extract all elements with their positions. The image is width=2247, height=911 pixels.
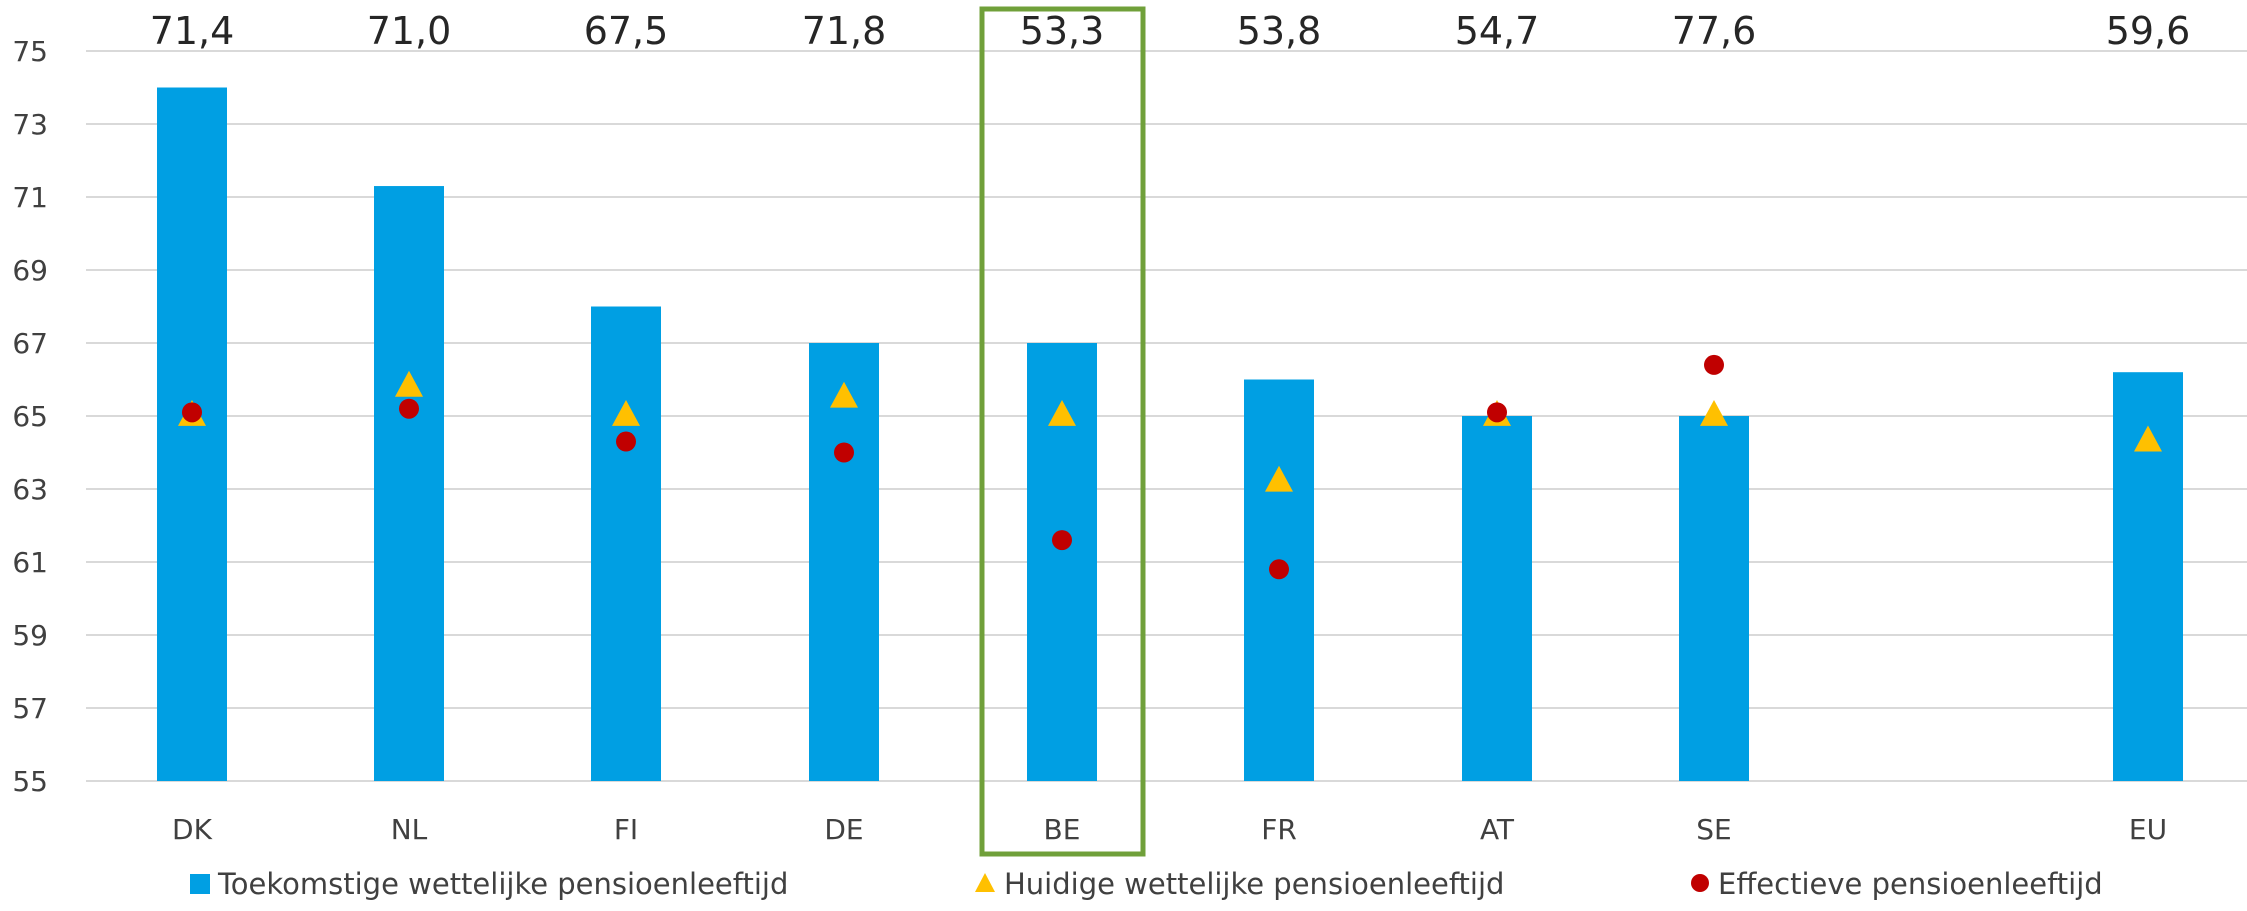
- triangle-marker-se: [1700, 400, 1728, 426]
- bar-de: [809, 343, 879, 781]
- top-value-label: 54,7: [1455, 9, 1540, 53]
- bar-nl: [374, 186, 444, 782]
- x-tick-label: BE: [1044, 813, 1081, 846]
- grid-layer: [86, 50, 2247, 782]
- x-axis-labels: DK NL FI DE BE FR AT SE EU: [172, 813, 2167, 846]
- x-tick-label: DE: [824, 813, 863, 846]
- y-tick-label: 75: [12, 35, 48, 68]
- y-tick-label: 63: [12, 473, 48, 506]
- legend-circle-icon: [1691, 874, 1709, 892]
- y-tick-label: 71: [12, 181, 48, 214]
- x-tick-label: DK: [172, 813, 213, 846]
- x-tick-label: FI: [614, 813, 638, 846]
- triangle-marker-nl: [395, 370, 423, 397]
- legend-label: Huidige wettelijke pensioenleeftijd: [1004, 867, 1504, 901]
- y-tick-label: 69: [12, 254, 48, 287]
- x-tick-label: EU: [2129, 813, 2167, 846]
- marker-layer: [178, 354, 2162, 580]
- legend-label: Effectieve pensioenleeftijd: [1718, 867, 2103, 901]
- x-tick-label: FR: [1261, 813, 1297, 846]
- y-tick-label: 61: [12, 546, 48, 579]
- bar-fr: [1244, 379, 1314, 781]
- highlight-box-be: [979, 6, 1146, 857]
- y-tick-label: 73: [12, 108, 48, 141]
- circle-marker-se: [1704, 354, 1724, 375]
- top-value-label: 71,8: [802, 9, 887, 53]
- circle-marker-dk: [182, 402, 202, 423]
- bar-se: [1679, 416, 1749, 781]
- bar-dk: [157, 87, 227, 781]
- legend-square-icon: [190, 874, 210, 894]
- top-value-label: 53,3: [1020, 9, 1105, 53]
- x-tick-label: NL: [391, 813, 428, 846]
- bar-fi: [591, 306, 661, 781]
- circle-marker-at: [1487, 402, 1507, 423]
- y-axis-ticks: 55 57 59 61 63 65 67 69 71 73 75: [12, 35, 48, 798]
- triangle-marker-fr: [1265, 465, 1293, 492]
- triangle-marker-fi: [612, 400, 640, 426]
- x-tick-label: SE: [1696, 813, 1731, 846]
- x-tick-label: AT: [1480, 813, 1515, 846]
- circle-marker-nl: [399, 398, 419, 419]
- circle-marker-fr: [1269, 559, 1289, 580]
- top-value-labels: 71,4 71,0 67,5 71,8 53,3 53,8 54,7 77,6 59,6: [150, 9, 2191, 53]
- top-value-label: 59,6: [2106, 9, 2191, 53]
- top-value-label: 71,0: [367, 9, 452, 53]
- y-tick-label: 57: [12, 692, 48, 725]
- bar-at: [1462, 416, 1532, 781]
- circle-marker-fi: [616, 431, 636, 452]
- legend-label: Toekomstige wettelijke pensioenleeftijd: [217, 867, 788, 901]
- circle-marker-de: [834, 442, 854, 463]
- top-value-label: 71,4: [150, 9, 235, 53]
- top-value-label: 77,6: [1672, 9, 1757, 53]
- legend-triangle-icon: [975, 873, 995, 892]
- y-tick-label: 59: [12, 619, 48, 652]
- circle-marker-be: [1052, 530, 1072, 551]
- triangle-marker-de: [830, 381, 858, 408]
- y-tick-label: 67: [12, 327, 48, 360]
- legend: Toekomstige wettelijke pensioenleeftijd H…: [190, 867, 2103, 901]
- bar-layer: [157, 87, 2183, 782]
- triangle-marker-eu: [2134, 425, 2162, 452]
- highlight-layer: [979, 6, 1146, 857]
- triangle-marker-be: [1048, 400, 1076, 426]
- top-value-label: 67,5: [584, 9, 669, 53]
- y-tick-label: 55: [12, 765, 48, 798]
- top-value-label: 53,8: [1237, 9, 1322, 53]
- y-tick-label: 65: [12, 400, 48, 433]
